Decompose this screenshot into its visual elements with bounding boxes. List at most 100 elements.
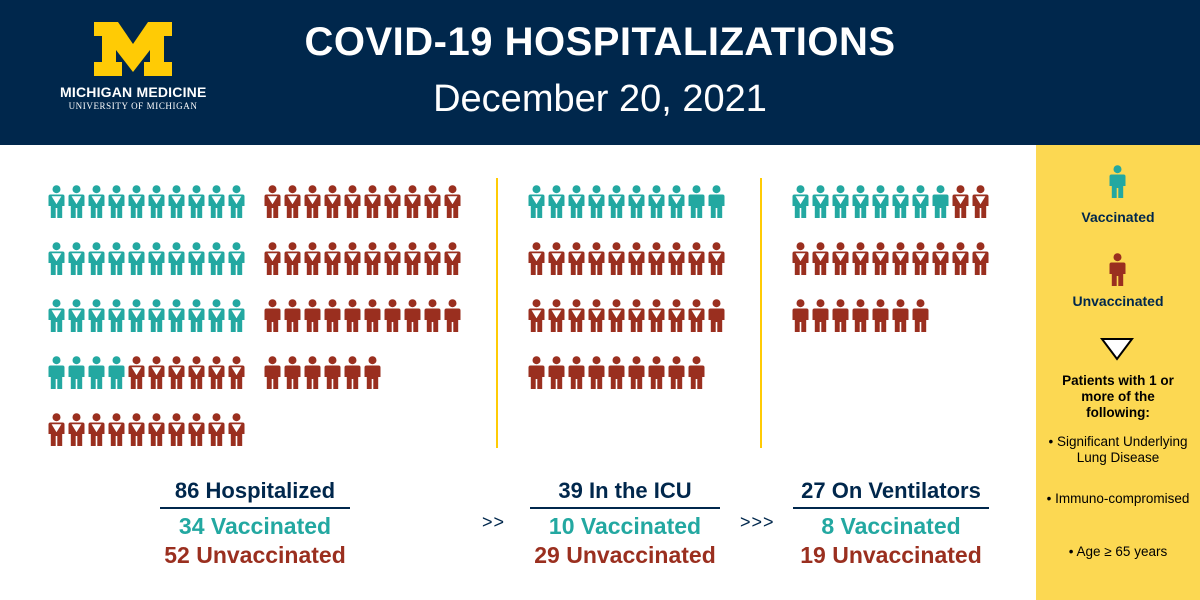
unvaccinated-person-icon <box>892 242 909 275</box>
vaccinated-person-icon <box>188 185 205 218</box>
vaccinated-person-icon <box>628 185 645 218</box>
unvaccinated-person-icon <box>588 299 605 332</box>
vaccinated-person-icon <box>812 185 829 218</box>
vaccinated-person-icon <box>932 185 949 218</box>
vaccinated-person-icon <box>228 185 245 218</box>
unvaccinated-person-icon <box>404 185 421 218</box>
unvaccinated-person-icon <box>208 356 225 389</box>
unvaccinated-person-icon <box>628 242 645 275</box>
unvaccinated-person-icon <box>324 242 341 275</box>
vaccinated-person-icon <box>188 242 205 275</box>
vaccinated-person-icon <box>648 185 665 218</box>
vaccinated-person-icon <box>892 185 909 218</box>
unvaccinated-person-icon <box>588 356 605 389</box>
unvaccinated-person-icon <box>548 299 565 332</box>
unvaccinated-person-icon <box>932 242 949 275</box>
unvaccinated-person-icon <box>792 242 809 275</box>
unvaccinated-person-icon <box>48 413 65 446</box>
legend-panel: Vaccinated Unvaccinated Patients with 1 … <box>1036 145 1200 600</box>
unvaccinated-person-icon <box>404 242 421 275</box>
legend-triangle-icon <box>1100 337 1134 366</box>
unvaccinated-person-icon <box>608 299 625 332</box>
vaccinated-person-icon <box>208 185 225 218</box>
unvaccinated-person-icon <box>364 299 381 332</box>
unvaccinated-person-icon <box>444 299 461 332</box>
hospitalized-vaccinated-count: 34 Vaccinated <box>178 513 332 539</box>
unvaccinated-person-icon <box>912 299 929 332</box>
unvaccinated-person-icon <box>148 413 165 446</box>
legend-bullet-immunocompromised: • Immuno-compromised <box>1046 491 1190 506</box>
legend-bullet-lung-disease: • Significant Underlying Lung Disease <box>1048 434 1188 465</box>
vaccinated-person-icon <box>528 185 545 218</box>
unvaccinated-person-icon <box>384 185 401 218</box>
unvaccinated-person-icon <box>188 356 205 389</box>
vaccinated-person-icon <box>148 299 165 332</box>
vaccinated-person-icon <box>168 242 185 275</box>
vaccinated-person-icon <box>108 242 125 275</box>
divider-right <box>760 178 762 448</box>
unvaccinated-person-icon <box>668 356 685 389</box>
ventilators-unvaccinated-count: 19 Unvaccinated <box>800 542 982 568</box>
unvaccinated-person-icon <box>324 356 341 389</box>
icu-label: 39 In the ICU <box>530 478 720 509</box>
header-banner: MICHIGAN MEDICINE UNIVERSITY OF MICHIGAN… <box>0 0 1200 145</box>
unvaccinated-person-icon <box>568 299 585 332</box>
vaccinated-person-icon <box>88 185 105 218</box>
vaccinated-person-icon <box>168 185 185 218</box>
vaccinated-person-icon <box>228 299 245 332</box>
vaccinated-person-icon <box>668 185 685 218</box>
unvaccinated-person-icon <box>832 242 849 275</box>
unvaccinated-person-icon <box>832 299 849 332</box>
unvaccinated-person-icon <box>668 299 685 332</box>
vaccinated-person-icon <box>108 299 125 332</box>
unvaccinated-person-icon <box>304 185 321 218</box>
hospitalized-label: 86 Hospitalized <box>160 478 350 509</box>
block-m-icon <box>94 22 172 76</box>
unvaccinated-person-icon <box>648 299 665 332</box>
page-title: COVID-19 HOSPITALIZATIONS <box>304 20 896 64</box>
vaccinated-person-icon <box>88 356 105 389</box>
legend-vaccinated-label: Vaccinated <box>1081 209 1155 225</box>
unvaccinated-person-icon <box>344 185 361 218</box>
ventilators-stat: 27 On Ventilators 8 Vaccinated 19 Unvacc… <box>793 478 989 569</box>
unvaccinated-person-icon <box>648 356 665 389</box>
unvaccinated-person-icon <box>648 242 665 275</box>
unvaccinated-person-icon <box>568 356 585 389</box>
vaccinated-person-icon <box>68 299 85 332</box>
unvaccinated-person-icon <box>364 242 381 275</box>
unvaccinated-person-icon <box>168 413 185 446</box>
unvaccinated-person-icon <box>88 413 105 446</box>
vaccinated-person-icon <box>168 299 185 332</box>
unvaccinated-person-icon <box>188 413 205 446</box>
vaccinated-person-icon <box>108 356 125 389</box>
unvaccinated-person-icon <box>384 242 401 275</box>
unvaccinated-person-icon <box>284 299 301 332</box>
unvaccinated-person-icon <box>792 299 809 332</box>
unvaccinated-person-icon <box>608 356 625 389</box>
ventilators-vaccinated-count: 8 Vaccinated <box>821 513 961 539</box>
unvaccinated-person-icon <box>284 356 301 389</box>
unvaccinated-person-icon <box>444 242 461 275</box>
unvaccinated-person-icon <box>812 299 829 332</box>
vaccinated-person-icon <box>48 242 65 275</box>
michigan-medicine-logo: MICHIGAN MEDICINE UNIVERSITY OF MICHIGAN <box>60 22 206 122</box>
vaccinated-person-icon <box>148 185 165 218</box>
vaccinated-person-icon <box>188 299 205 332</box>
logo-text-main: MICHIGAN MEDICINE <box>60 84 207 100</box>
unvaccinated-person-icon <box>304 299 321 332</box>
vaccinated-person-icon <box>708 185 725 218</box>
unvaccinated-person-icon <box>284 242 301 275</box>
unvaccinated-person-icon <box>548 242 565 275</box>
unvaccinated-person-icon <box>528 242 545 275</box>
unvaccinated-person-icon <box>812 242 829 275</box>
vaccinated-person-icon <box>912 185 929 218</box>
hospitalized-unvaccinated-count: 52 Unvaccinated <box>164 542 346 568</box>
legend-unvaccinated-person-icon <box>1109 253 1126 291</box>
unvaccinated-person-icon <box>528 356 545 389</box>
unvaccinated-person-icon <box>688 356 705 389</box>
unvaccinated-person-icon <box>708 242 725 275</box>
unvaccinated-person-icon <box>384 299 401 332</box>
unvaccinated-person-icon <box>952 242 969 275</box>
vaccinated-person-icon <box>128 299 145 332</box>
unvaccinated-person-icon <box>628 356 645 389</box>
